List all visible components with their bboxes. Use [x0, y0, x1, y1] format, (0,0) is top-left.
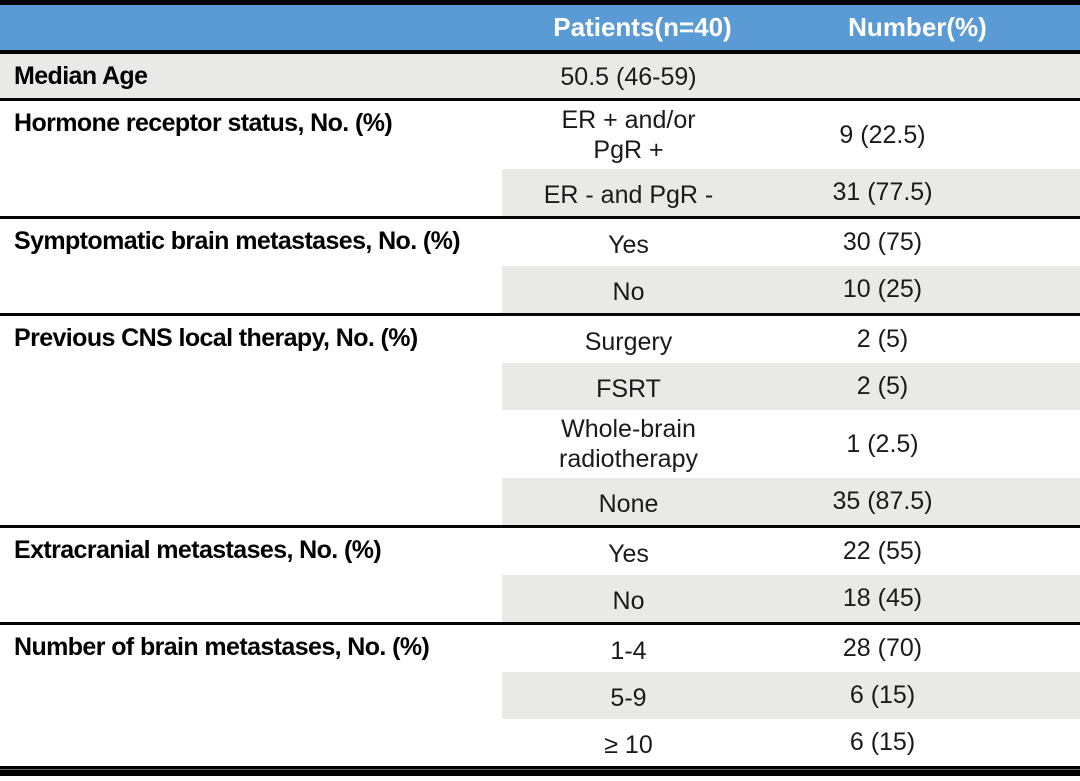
- section-label: Extracranial metastases, No. (%): [14, 536, 382, 564]
- category-cell: Whole-brain radiotherapy: [559, 415, 698, 473]
- section-label: Median Age: [14, 62, 148, 90]
- value-cell: 28 (70): [842, 634, 923, 662]
- value-cell: [755, 54, 1080, 98]
- table-section: Previous CNS local therapy, No. (%) Surge…: [0, 313, 1080, 525]
- table-section: Number of brain metastases, No. (%) 1-4 28…: [0, 622, 1080, 766]
- section-label: Number of brain metastases, No. (%): [14, 633, 430, 661]
- section-label: Hormone receptor status, No. (%): [14, 109, 393, 137]
- value-cell: 30 (75): [842, 228, 923, 256]
- table-section: Extracranial metastases, No. (%) Yes 22 (5…: [0, 525, 1080, 622]
- header-number-column: Number(%): [848, 12, 987, 42]
- category-cell: FSRT: [502, 363, 755, 410]
- category-cell: Yes: [608, 231, 649, 259]
- category-cell: None: [502, 478, 755, 525]
- header-spacer-cell: [0, 5, 502, 50]
- section-label: Symptomatic brain metastases, No. (%): [14, 227, 461, 255]
- category-cell: ER - and PgR -: [502, 169, 755, 216]
- value-cell: 9 (22.5): [839, 121, 926, 149]
- category-cell: Yes: [608, 540, 649, 568]
- header-bottom-border: [0, 50, 1080, 54]
- section-label: Previous CNS local therapy, No. (%): [14, 324, 418, 352]
- value-cell: 6 (15): [755, 672, 1080, 719]
- value-cell: 35 (87.5): [755, 478, 1080, 525]
- table-body: Median Age 50.5 (46-59) Hormone receptor s…: [0, 54, 1080, 766]
- value-cell: 2 (5): [856, 325, 909, 353]
- table-section: Median Age 50.5 (46-59): [0, 54, 1080, 98]
- category-cell: 1-4: [610, 637, 647, 665]
- category-cell: Surgery: [584, 328, 673, 356]
- category-cell: 5-9: [502, 672, 755, 719]
- category-cell: ≥ 10: [604, 731, 653, 759]
- category-cell: 50.5 (46-59): [560, 63, 697, 91]
- table-section: Hormone receptor status, No. (%) ER + and…: [0, 98, 1080, 216]
- table-bottom-border: [0, 766, 1080, 776]
- value-cell: 10 (25): [755, 266, 1080, 313]
- table-header-row: Patients(n=40) Number(%): [0, 5, 1080, 50]
- category-cell: No: [502, 575, 755, 622]
- value-cell: 6 (15): [849, 728, 916, 756]
- table-section: Symptomatic brain metastases, No. (%) Yes…: [0, 216, 1080, 313]
- value-cell: 22 (55): [842, 537, 923, 565]
- table-top-border: [0, 0, 1080, 5]
- category-cell: ER + and/or PgR +: [561, 106, 696, 164]
- value-cell: 18 (45): [755, 575, 1080, 622]
- value-cell: 1 (2.5): [846, 430, 919, 458]
- header-patients-column: Patients(n=40): [553, 12, 732, 42]
- value-cell: 2 (5): [755, 363, 1080, 410]
- category-cell: No: [502, 266, 755, 313]
- value-cell: 31 (77.5): [755, 169, 1080, 216]
